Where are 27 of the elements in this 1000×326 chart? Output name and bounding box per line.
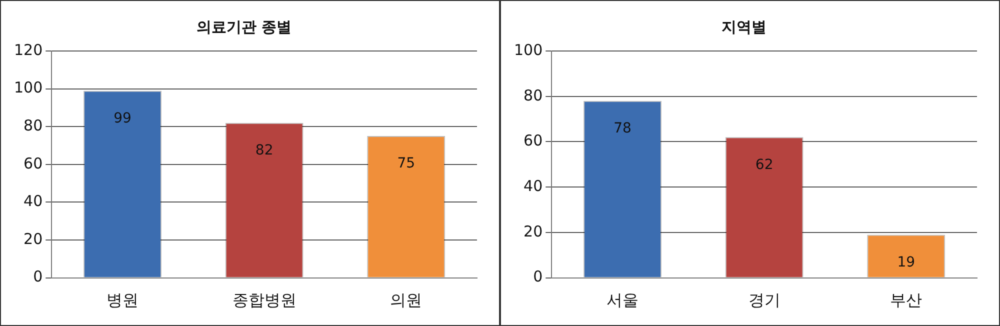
data-label: 62: [755, 156, 774, 173]
y-tick-label: 40: [524, 176, 543, 195]
y-tick-label: 100: [514, 40, 543, 59]
x-tick-label: 병원: [106, 290, 139, 310]
y-tick-label: 80: [24, 116, 43, 134]
x-tick-label: 경기: [748, 290, 780, 310]
data-label: 78: [614, 120, 632, 137]
y-tick-label: 100: [14, 78, 43, 97]
data-label: 99: [114, 110, 132, 126]
data-label: 82: [255, 142, 274, 158]
y-tick-label: 20: [524, 222, 543, 240]
x-tick-label: 부산: [890, 290, 922, 310]
data-label: 19: [897, 254, 916, 270]
y-tick-label: 0: [533, 268, 543, 286]
data-label: 75: [397, 156, 416, 172]
x-tick-label: 의원: [390, 290, 422, 310]
y-tick-label: 60: [524, 132, 543, 150]
y-tick-label: 0: [33, 268, 43, 286]
chart-title: 지역별: [722, 18, 766, 36]
chart-title: 의료기관 종별: [196, 18, 292, 36]
y-tick-label: 60: [24, 154, 43, 172]
y-tick-label: 120: [14, 40, 43, 59]
x-tick-label: 종합병원: [232, 290, 296, 310]
y-tick-label: 40: [24, 192, 43, 210]
y-tick-label: 80: [524, 86, 543, 104]
x-tick-label: 서울: [606, 290, 639, 310]
y-tick-label: 20: [24, 230, 43, 248]
